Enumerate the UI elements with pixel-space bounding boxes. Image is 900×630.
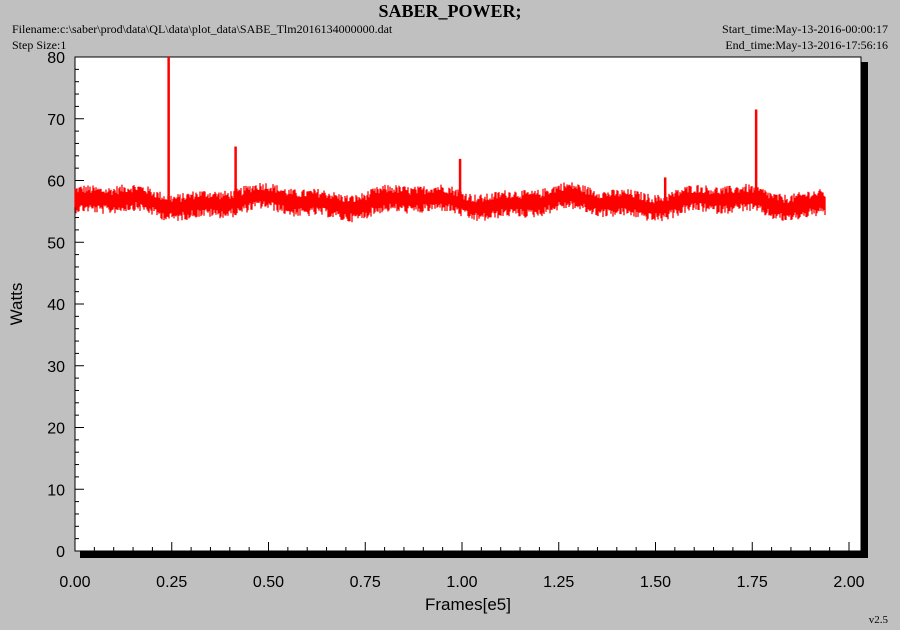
chart-title: SABER_POWER; — [378, 1, 522, 21]
y-tick-label: 10 — [47, 482, 65, 499]
x-tick-label: 1.50 — [640, 574, 671, 591]
y-tick-label: 80 — [47, 50, 65, 67]
x-tick-label: 1.00 — [446, 574, 477, 591]
y-tick-label: 70 — [47, 112, 65, 129]
series-line — [74, 182, 826, 223]
version-text: v2.5 — [868, 614, 888, 626]
y-axis-label: Watts — [7, 283, 26, 326]
x-axis-label: Frames[e5] — [425, 595, 511, 614]
x-tick-label: 0.00 — [59, 574, 90, 591]
y-tick-label: 0 — [56, 544, 65, 561]
y-tick-label: 60 — [47, 174, 65, 191]
end-time-text: End_time:May-13-2016-17:56:16 — [725, 38, 888, 52]
plot-area — [74, 56, 862, 552]
y-tick-label: 50 — [47, 235, 65, 252]
x-tick-label: 1.25 — [543, 574, 574, 591]
x-tick-label: 1.75 — [737, 574, 768, 591]
x-tick-label: 0.50 — [253, 574, 284, 591]
tick-labels: 0 10 20 30 40 50 60 70 80 0.00 0.25 0.50 0.75 1.00 1.2… — [47, 50, 864, 591]
x-tick-label: 0.25 — [156, 574, 187, 591]
y-tick-label: 20 — [47, 421, 65, 438]
filename-text: Filename:c:\saber\prod\data\QL\data\plot… — [12, 22, 393, 36]
axis-ticks — [74, 56, 850, 552]
y-tick-label: 30 — [47, 359, 65, 376]
series-group — [74, 57, 826, 223]
start-time-text: Start_time:May-13-2016-00:00:17 — [722, 22, 888, 36]
x-tick-label: 0.75 — [350, 574, 381, 591]
x-tick-label: 2.00 — [833, 574, 864, 591]
y-tick-label: 40 — [47, 297, 65, 314]
step-size-text: Step Size:1 — [12, 38, 67, 52]
